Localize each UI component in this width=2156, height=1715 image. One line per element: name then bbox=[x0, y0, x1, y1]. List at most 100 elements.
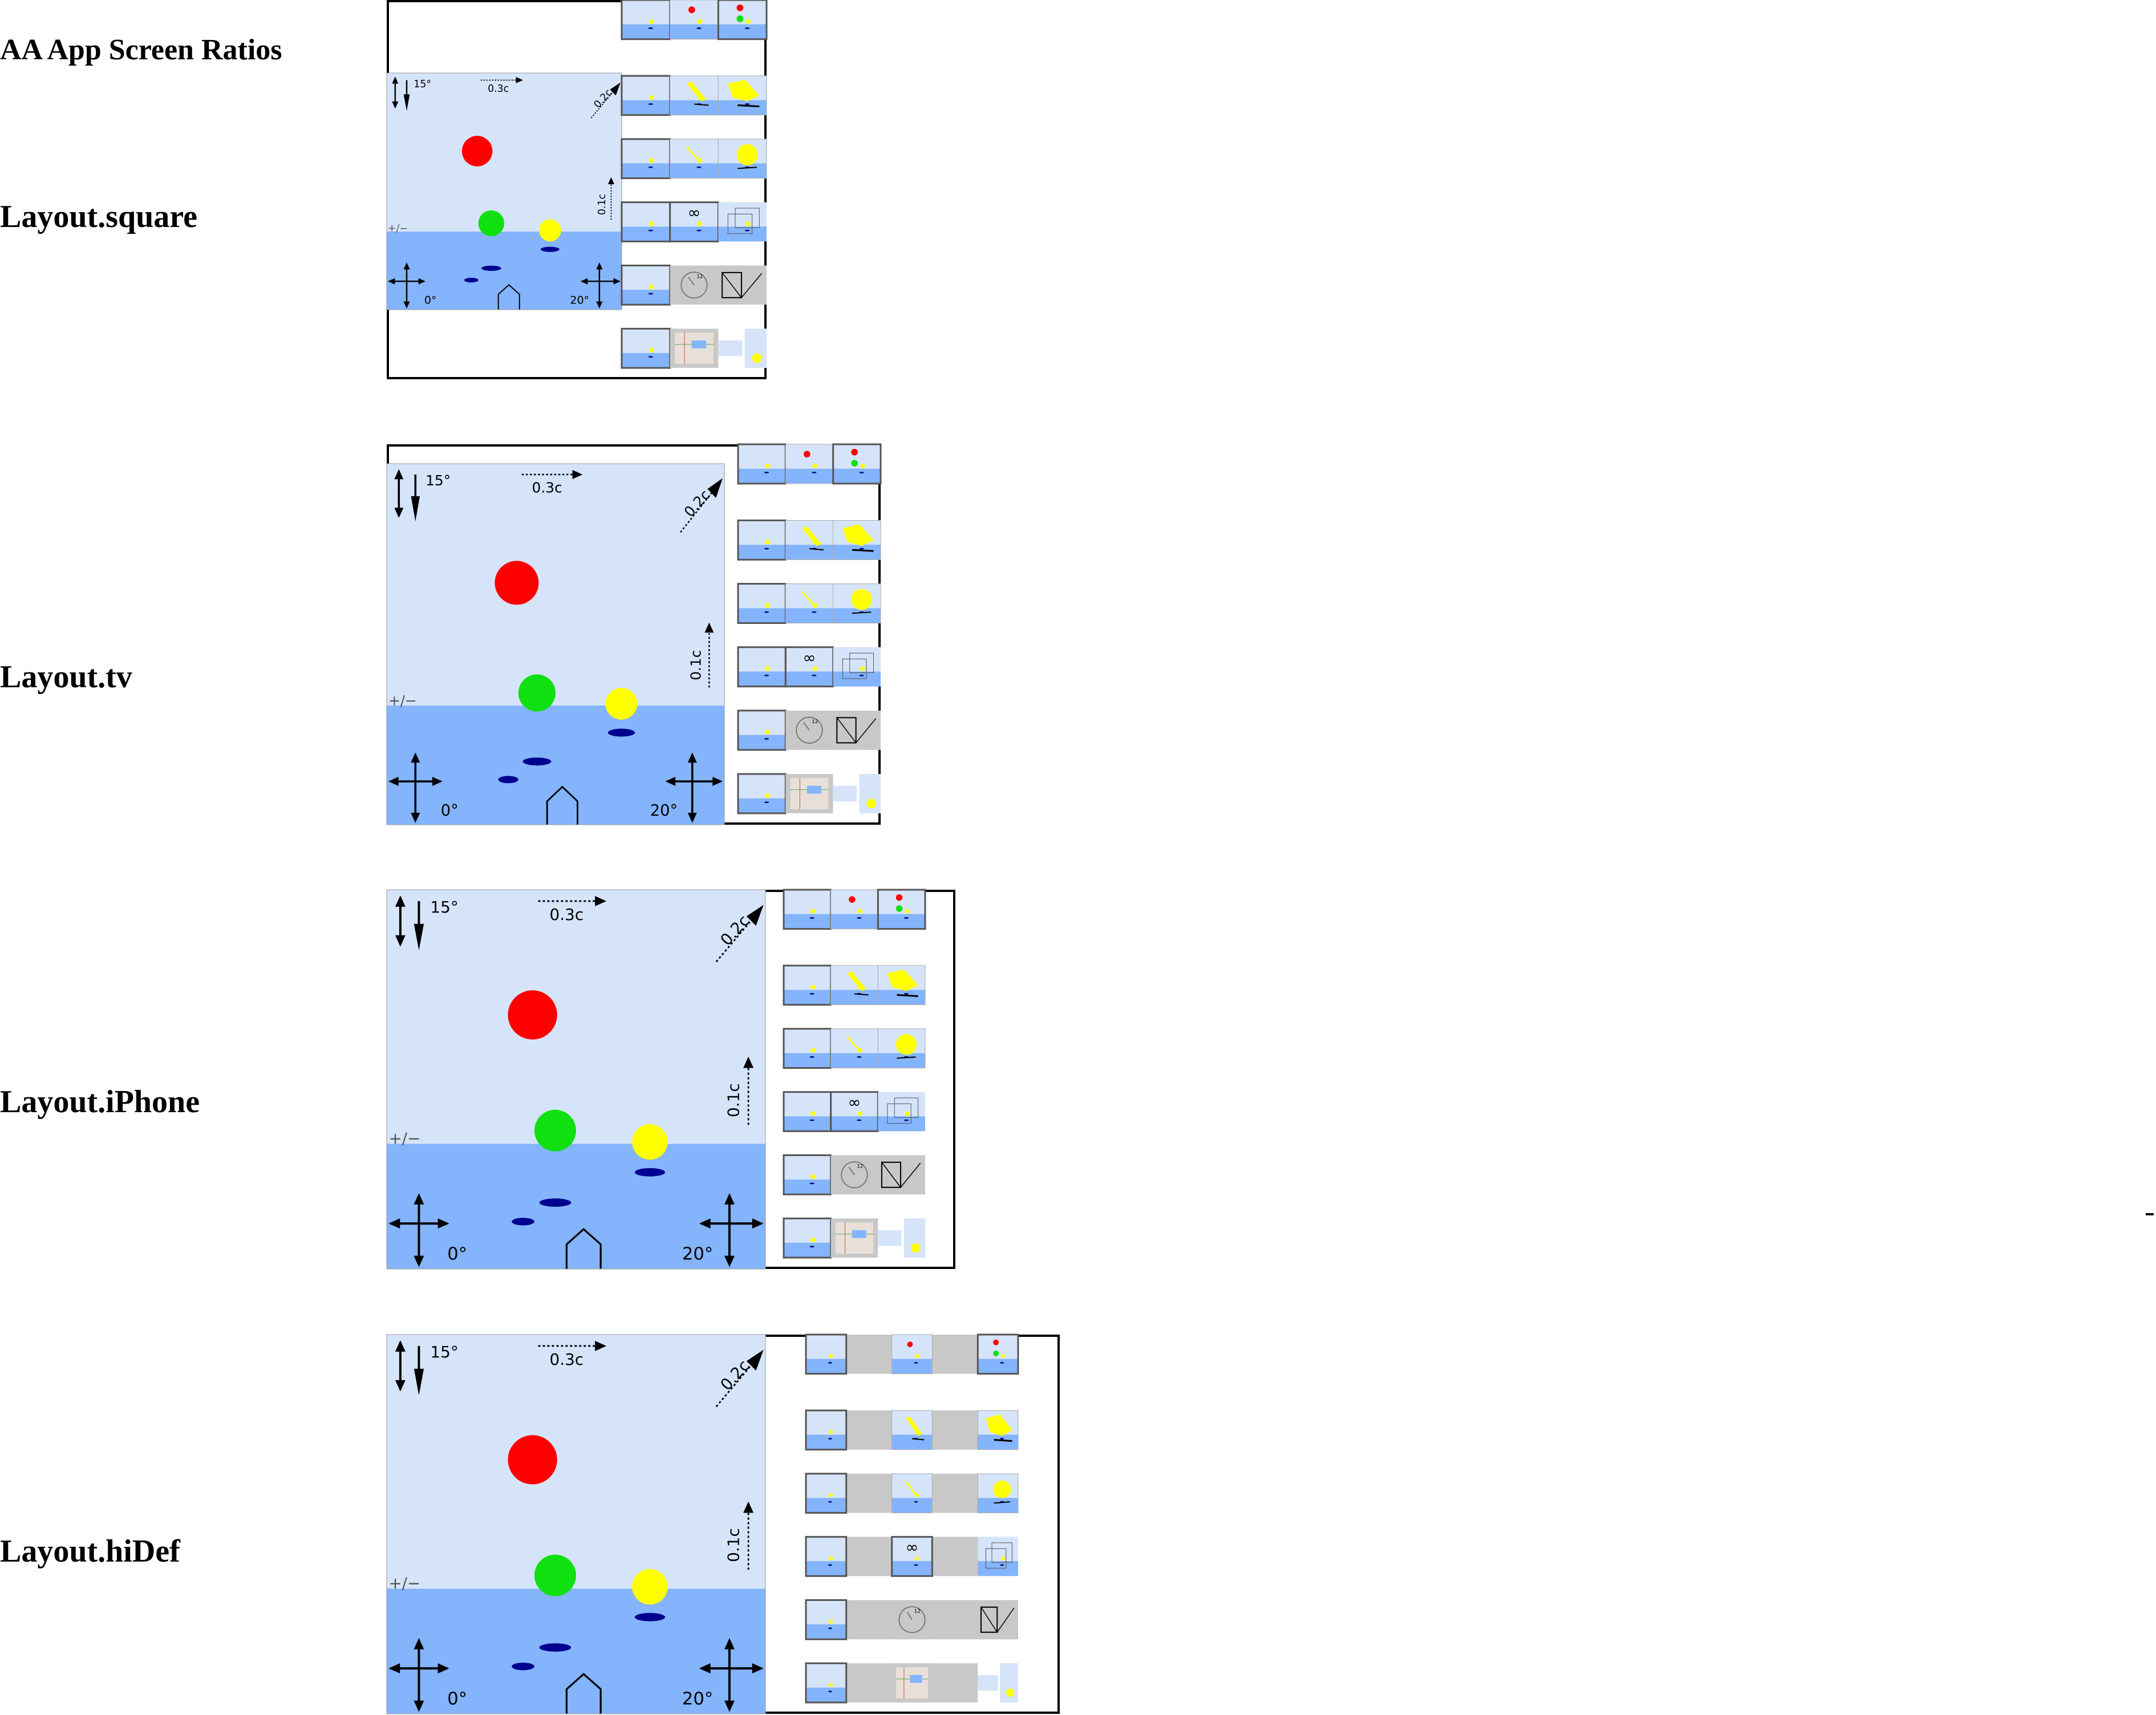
clock-icon bbox=[841, 1161, 868, 1189]
thumb-r6-c1[interactable] bbox=[621, 327, 671, 369]
thumb-r5-c1[interactable] bbox=[621, 265, 671, 306]
thumb-r4-c2[interactable]: ∞ bbox=[891, 1536, 933, 1577]
thumb-r3-c2[interactable] bbox=[830, 1028, 878, 1069]
thumb-r3-c1[interactable] bbox=[621, 138, 671, 180]
clock-number: 12 bbox=[914, 1608, 921, 1614]
thumb-r6-c1[interactable] bbox=[737, 773, 787, 814]
thumb-r2-c3[interactable] bbox=[877, 965, 926, 1006]
thumb-r6-c1[interactable] bbox=[783, 1217, 832, 1259]
thumb-r2-c1[interactable] bbox=[621, 75, 671, 116]
thumb-r1-c2[interactable] bbox=[830, 889, 878, 930]
thumb-r4-c3[interactable] bbox=[878, 1092, 925, 1132]
pitch-control-icon bbox=[394, 469, 420, 522]
thumb-r4-c3[interactable] bbox=[833, 647, 881, 687]
thumb-r1-c2[interactable] bbox=[891, 1334, 933, 1375]
boost-icon bbox=[881, 1161, 902, 1188]
thumb-r2-c1[interactable] bbox=[737, 519, 787, 561]
speed-side-arrow-icon bbox=[607, 177, 615, 220]
thumb-r5-c2[interactable]: 12 bbox=[785, 710, 833, 750]
thumb-r3-c3[interactable] bbox=[977, 1473, 1019, 1514]
thumb-r2-c1[interactable] bbox=[783, 964, 832, 1006]
red-ball bbox=[508, 1435, 557, 1485]
thumb-r4-c1[interactable] bbox=[621, 201, 671, 242]
thumb-r2-c2[interactable] bbox=[670, 75, 719, 116]
thumb-r3-c2[interactable] bbox=[891, 1473, 933, 1514]
heading-right-control-icon bbox=[699, 1638, 764, 1712]
clock-number: 12 bbox=[812, 719, 818, 725]
thumb-r2-c2[interactable] bbox=[891, 1410, 933, 1450]
speed-diag-arrow-icon bbox=[680, 478, 723, 533]
thumb-r5-c1[interactable] bbox=[805, 1599, 848, 1640]
thumb-r5-c3[interactable] bbox=[978, 1600, 1018, 1640]
thumb-r1-c1[interactable] bbox=[783, 889, 832, 930]
thumb-r3-c1[interactable] bbox=[805, 1473, 848, 1514]
thumb-r6-c3[interactable] bbox=[718, 329, 767, 368]
page-title: AA App Screen Ratios bbox=[0, 34, 282, 66]
thumb-r4-c1[interactable] bbox=[737, 646, 787, 688]
yellow-ball bbox=[605, 688, 638, 720]
thumb-r1-c1[interactable] bbox=[621, 0, 671, 40]
thumb-r5-c1[interactable] bbox=[783, 1154, 832, 1195]
speed-diag-arrow-icon bbox=[715, 1349, 764, 1408]
shadow bbox=[634, 1613, 666, 1621]
thumb-r5-c3[interactable] bbox=[878, 1155, 925, 1195]
thumb-r4-c1[interactable] bbox=[805, 1536, 848, 1577]
thumb-r1-c3[interactable] bbox=[877, 889, 926, 930]
thumb-r2-c1[interactable] bbox=[805, 1409, 848, 1451]
thumb-r3-c1[interactable] bbox=[737, 583, 787, 624]
thumb-r3-c1[interactable] bbox=[783, 1028, 832, 1069]
thumb-r5-c2[interactable]: 12 bbox=[670, 265, 719, 305]
thumb-r5-c3[interactable] bbox=[833, 710, 881, 750]
thumb-r4-c2[interactable]: ∞ bbox=[784, 646, 834, 688]
heading-right-control-icon bbox=[665, 752, 723, 823]
thumb-r1-c1[interactable] bbox=[805, 1333, 848, 1375]
thumb-r6-c3[interactable] bbox=[978, 1663, 1018, 1703]
speed-side-label: 0.1c bbox=[688, 650, 704, 680]
thumb-r5-c2[interactable]: 12 bbox=[891, 1600, 933, 1640]
thumb-r3-c3[interactable] bbox=[877, 1028, 926, 1069]
speed-side-label: 0.1c bbox=[724, 1083, 743, 1117]
thumb-r4-c2[interactable]: ∞ bbox=[669, 201, 719, 242]
thumb-r6-c1[interactable] bbox=[805, 1662, 848, 1704]
thumb-r1-c3[interactable] bbox=[976, 1333, 1019, 1375]
thumb-r6-c2[interactable] bbox=[830, 1218, 878, 1258]
thumb-r4-c2[interactable]: ∞ bbox=[830, 1091, 879, 1132]
thumb-r2-c2[interactable] bbox=[785, 520, 834, 560]
thumb-r2-c3[interactable] bbox=[718, 75, 767, 116]
tv-thumb-panel: ∞ 12 bbox=[737, 443, 882, 814]
thumb-r1-c3[interactable] bbox=[832, 443, 882, 485]
clock-number: 12 bbox=[857, 1163, 863, 1169]
thumb-r2-c2[interactable] bbox=[830, 965, 878, 1006]
thumb-r2-c3[interactable] bbox=[833, 520, 881, 560]
thumb-r4-c3[interactable] bbox=[978, 1536, 1018, 1576]
thumb-r5-c2[interactable]: 12 bbox=[830, 1155, 878, 1195]
thumb-r4-c1[interactable] bbox=[783, 1091, 832, 1132]
thumb-r1-c1[interactable] bbox=[737, 443, 787, 485]
thumb-r6-c2[interactable] bbox=[670, 329, 719, 368]
shadow bbox=[464, 277, 479, 283]
thumb-r5-c3[interactable] bbox=[718, 265, 767, 305]
thumb-r6-c3[interactable] bbox=[833, 774, 881, 813]
thumb-r6-c2[interactable] bbox=[891, 1663, 933, 1703]
thumb-r4-c3[interactable] bbox=[718, 202, 767, 242]
shadow bbox=[539, 1198, 572, 1207]
thumb-r3-c3[interactable] bbox=[718, 139, 767, 179]
thumb-r6-c2[interactable] bbox=[785, 774, 833, 813]
clock-number: 12 bbox=[696, 274, 703, 279]
square-scene: 15° 0.3c 0.2c0.1c+/−0° 20° bbox=[386, 72, 622, 310]
thumb-r6-c3[interactable] bbox=[878, 1218, 925, 1258]
thumb-r1-c2[interactable] bbox=[785, 444, 834, 484]
thumb-r2-c3[interactable] bbox=[977, 1410, 1019, 1450]
hidef-thumb-panel: ∞ 12 bbox=[805, 1333, 1019, 1704]
sky bbox=[387, 890, 765, 1144]
boost-icon bbox=[836, 717, 857, 744]
thumb-r3-c3[interactable] bbox=[833, 583, 881, 623]
thumb-r1-c2[interactable] bbox=[670, 0, 719, 40]
thumb-r1-c3[interactable] bbox=[717, 0, 768, 40]
pitch-label: 15° bbox=[430, 898, 458, 917]
thumb-r5-c1[interactable] bbox=[737, 709, 787, 751]
heading-right-control-icon bbox=[580, 262, 621, 309]
thumb-r3-c2[interactable] bbox=[785, 583, 834, 623]
cube-icon bbox=[842, 658, 867, 679]
thumb-r3-c2[interactable] bbox=[670, 139, 719, 179]
